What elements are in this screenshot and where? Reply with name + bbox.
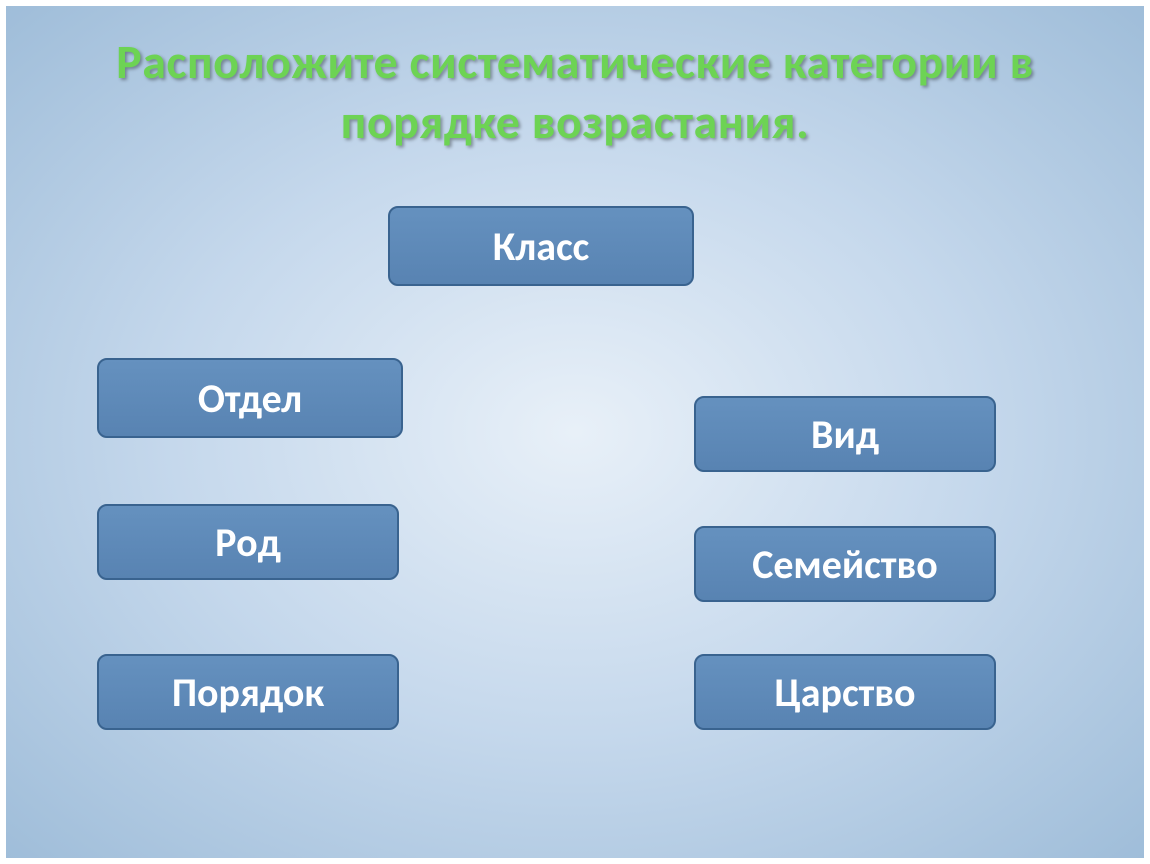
slide-title: Расположите систематические категории в … — [66, 32, 1084, 152]
box-kingdom[interactable]: Царство — [694, 654, 996, 730]
box-family-label: Семейство — [752, 540, 938, 589]
box-species[interactable]: Вид — [694, 396, 996, 472]
box-genus-label: Род — [215, 518, 281, 567]
box-class[interactable]: Класс — [388, 206, 694, 286]
box-genus[interactable]: Род — [97, 504, 399, 580]
box-kingdom-label: Царство — [774, 668, 915, 717]
box-division-label: Отдел — [198, 374, 302, 423]
box-division[interactable]: Отдел — [97, 358, 403, 438]
box-species-label: Вид — [811, 410, 879, 459]
box-order-label: Порядок — [172, 668, 324, 717]
box-order[interactable]: Порядок — [97, 654, 399, 730]
box-family[interactable]: Семейство — [694, 526, 996, 602]
slide: Расположите систематические категории в … — [0, 0, 1150, 864]
box-class-label: Класс — [493, 222, 590, 271]
